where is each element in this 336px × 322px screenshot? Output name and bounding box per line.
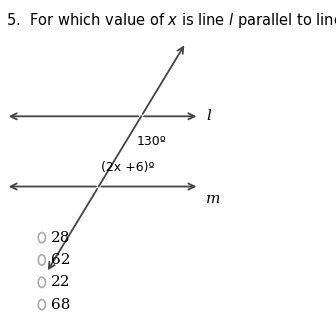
Text: 68: 68	[51, 298, 71, 312]
Text: 62: 62	[51, 253, 71, 267]
Circle shape	[38, 277, 45, 288]
Circle shape	[38, 255, 45, 265]
Text: (2x +6)º: (2x +6)º	[101, 161, 154, 174]
Text: 130º: 130º	[137, 136, 166, 148]
Text: 28: 28	[51, 231, 71, 245]
Circle shape	[38, 299, 45, 310]
Text: l: l	[206, 109, 211, 123]
Text: 5.  For which value of $x$ is line $l$ parallel to line $m$?: 5. For which value of $x$ is line $l$ pa…	[6, 11, 336, 30]
Circle shape	[38, 232, 45, 243]
Text: 22: 22	[51, 275, 71, 289]
Text: m: m	[206, 192, 220, 206]
